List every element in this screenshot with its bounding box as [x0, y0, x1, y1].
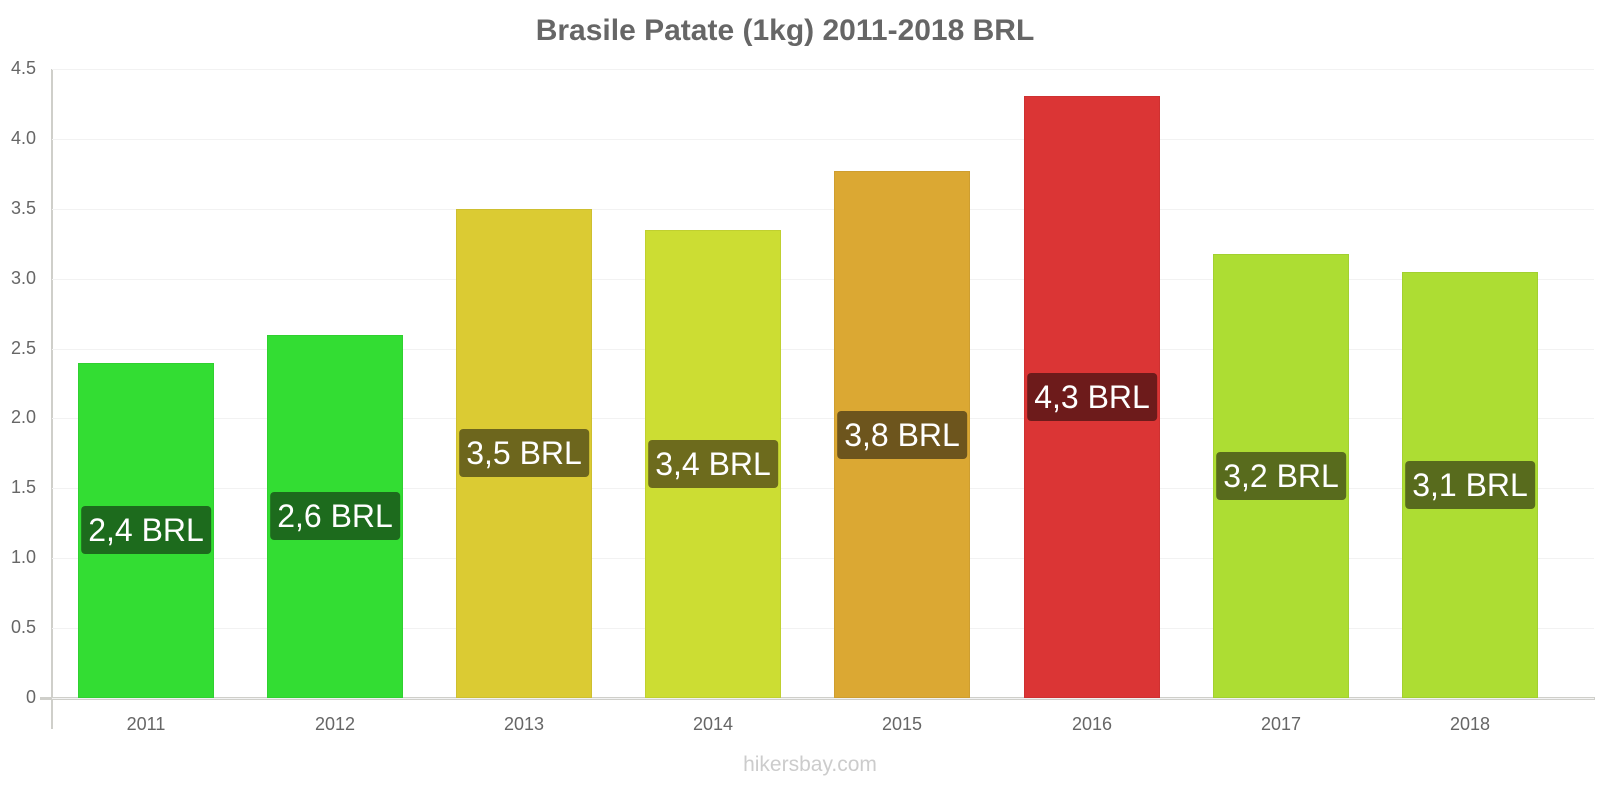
y-tick-label: 1.0	[10, 547, 36, 567]
gridline	[52, 279, 1594, 280]
y-tick-label: 4.0	[10, 128, 36, 148]
y-tick-label: 1.5	[10, 477, 36, 497]
gridline	[52, 698, 1594, 699]
y-tick-label: 4.5	[10, 58, 36, 78]
x-tick-label: 2016	[1071, 714, 1113, 734]
chart-title: Brasile Patate (1kg) 2011-2018 BRL	[535, 14, 1035, 47]
gridline	[52, 558, 1594, 559]
data-label: 3,5 BRL	[459, 429, 589, 477]
data-label: 3,1 BRL	[1405, 461, 1535, 509]
gridline	[52, 209, 1594, 210]
x-tick-label: 2013	[503, 714, 545, 734]
y-tick-label: 0	[25, 687, 36, 707]
watermark: hikersbay.com	[743, 753, 877, 776]
gridline	[52, 139, 1594, 140]
x-tick-label: 2012	[314, 714, 356, 734]
data-label: 3,4 BRL	[648, 440, 778, 488]
gridline	[52, 349, 1594, 350]
data-label: 4,3 BRL	[1027, 373, 1157, 421]
x-tick-label: 2017	[1260, 714, 1302, 734]
data-label: 3,2 BRL	[1216, 452, 1346, 500]
y-tick-label: 3.0	[10, 268, 36, 288]
x-tick-label: 2018	[1449, 714, 1491, 734]
data-label: 2,4 BRL	[81, 506, 211, 554]
gridline	[52, 69, 1594, 70]
gridline	[52, 628, 1594, 629]
y-tick-label: 2.5	[10, 338, 36, 358]
y-tick-label: 2.0	[10, 407, 36, 427]
y-axis-line	[51, 69, 53, 729]
x-tick-label: 2015	[881, 714, 923, 734]
gridline	[52, 488, 1594, 489]
y-tick-label: 0.5	[10, 617, 36, 637]
data-label: 2,6 BRL	[270, 492, 400, 540]
x-tick-label: 2011	[126, 714, 166, 734]
gridline	[52, 418, 1594, 419]
x-tick-label: 2014	[692, 714, 734, 734]
data-label: 3,8 BRL	[837, 411, 967, 459]
y-tick-label: 3.5	[10, 198, 36, 218]
